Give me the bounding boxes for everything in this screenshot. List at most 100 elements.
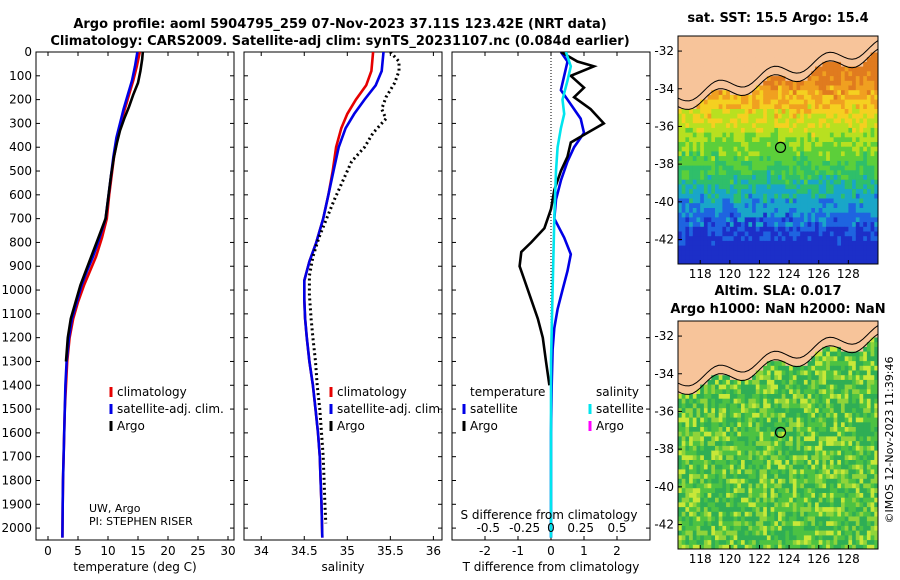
map-cell xyxy=(748,321,753,324)
map-cell xyxy=(789,99,794,105)
map-cell xyxy=(726,487,731,493)
map-cell xyxy=(689,497,694,503)
map-cell xyxy=(766,459,772,465)
map-cell xyxy=(707,221,712,227)
map-cell xyxy=(770,450,775,456)
map-cell xyxy=(726,360,731,366)
map-cell xyxy=(778,36,783,39)
map-cell xyxy=(766,468,772,475)
map-cell xyxy=(696,202,701,208)
map-cell xyxy=(785,136,790,142)
map-cell xyxy=(822,417,827,423)
map-cell xyxy=(778,487,783,493)
temperature-panel xyxy=(35,51,235,541)
map-cell xyxy=(800,483,805,489)
credit-line2: PI: STEPHEN RISER xyxy=(89,515,193,528)
map-cell xyxy=(818,193,823,199)
map-cell xyxy=(844,193,849,199)
map-cell xyxy=(696,259,701,264)
map-cell xyxy=(703,355,709,362)
map-cell xyxy=(766,407,772,413)
map-cell xyxy=(785,122,790,128)
map-cell xyxy=(781,155,786,161)
map-cell xyxy=(792,89,797,95)
map-cell xyxy=(796,530,801,536)
map-cell xyxy=(863,56,868,62)
map-cell xyxy=(755,454,760,460)
map-cell xyxy=(792,483,797,489)
map-cell xyxy=(822,374,827,380)
map-cell xyxy=(848,36,853,39)
map-cell xyxy=(770,183,775,190)
map-cell xyxy=(718,459,723,465)
map-cell xyxy=(715,459,720,465)
map-cell xyxy=(837,99,842,105)
map-cell xyxy=(700,146,705,152)
map-cell xyxy=(815,478,820,484)
map-cell xyxy=(789,141,794,147)
map-cell xyxy=(792,346,797,352)
map-cell xyxy=(774,431,779,437)
map-cell xyxy=(722,360,727,366)
map-cell xyxy=(759,188,764,194)
map-cell xyxy=(870,165,875,171)
map-cell xyxy=(848,66,853,72)
map-cell xyxy=(722,179,727,185)
map-cell xyxy=(748,440,753,446)
map-cell xyxy=(741,346,746,352)
map-cell xyxy=(752,355,757,362)
map-cell xyxy=(792,379,797,385)
map-cell xyxy=(800,417,805,423)
map-cell xyxy=(685,235,690,241)
map-cell xyxy=(792,37,797,44)
map-cell xyxy=(818,403,823,409)
map-cell xyxy=(811,103,816,109)
map-cell xyxy=(748,146,753,152)
map-cell xyxy=(792,160,797,166)
map-cell xyxy=(803,136,809,142)
map-cell xyxy=(752,459,757,465)
map-cell xyxy=(863,193,868,199)
map-cell xyxy=(822,431,827,437)
map-cell xyxy=(726,103,731,109)
map-cell xyxy=(800,506,805,512)
map-cell xyxy=(848,155,853,161)
map-cell xyxy=(722,113,727,119)
map-cell xyxy=(729,136,735,142)
map-cell xyxy=(829,207,835,213)
map-cell xyxy=(729,47,735,53)
map-cell xyxy=(766,118,772,124)
map-cell xyxy=(763,431,768,437)
map-cell xyxy=(703,346,709,352)
map-cell xyxy=(692,259,697,264)
map-cell xyxy=(700,506,705,512)
map-cell xyxy=(692,108,697,114)
map-cell xyxy=(822,226,827,232)
map-cell xyxy=(733,36,738,39)
map-cell xyxy=(696,398,701,404)
map-cell xyxy=(803,254,809,260)
map-cell xyxy=(774,122,779,128)
map-cell xyxy=(752,249,757,256)
map-cell xyxy=(829,435,835,442)
map-cell xyxy=(841,212,846,218)
map-cell xyxy=(681,426,686,432)
map-cell xyxy=(729,525,735,531)
map-cell xyxy=(689,42,694,48)
map-cell xyxy=(711,534,716,541)
map-cell xyxy=(711,374,716,380)
map-cell xyxy=(755,393,760,399)
map-cell xyxy=(826,75,831,81)
map-cell xyxy=(855,103,860,109)
map-cell xyxy=(770,235,775,241)
map-cell xyxy=(785,459,790,465)
map-cell xyxy=(696,226,701,232)
map-cell xyxy=(711,370,716,376)
map-cell xyxy=(815,245,820,251)
map-cell xyxy=(733,42,738,48)
map-cell xyxy=(763,384,768,390)
map-cell xyxy=(852,249,857,256)
map-cell xyxy=(685,473,690,479)
map-cell xyxy=(796,231,801,237)
map-cell xyxy=(803,221,809,227)
